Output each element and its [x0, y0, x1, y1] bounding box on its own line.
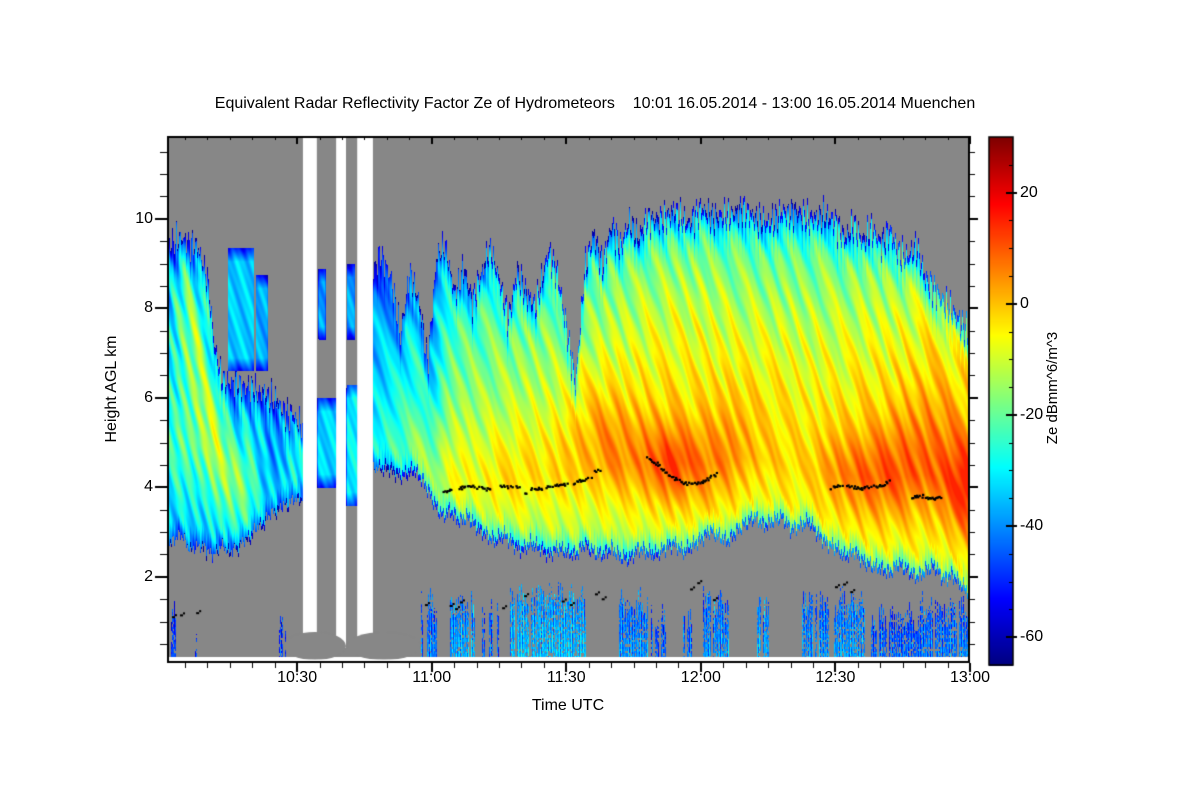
colorbar-title: Ze dBmm^6/m^3 — [1044, 331, 1061, 445]
ytick-label: 10 — [135, 209, 153, 227]
ytick-label: 4 — [144, 478, 153, 496]
cbtick-label: 0 — [1020, 294, 1029, 312]
xtick-label: 10:30 — [277, 669, 318, 686]
cbtick-label: 20 — [1020, 183, 1038, 201]
ytick-label: 8 — [144, 299, 153, 317]
ytick-label: 2 — [144, 567, 153, 585]
xtick-label: 12:00 — [680, 669, 721, 686]
xtick-label: 12:30 — [815, 669, 856, 686]
xtick-label: 11:30 — [546, 669, 586, 686]
x-axis-title: Time UTC — [531, 697, 605, 714]
chart-title: Equivalent Radar Reflectivity Factor Ze … — [214, 95, 976, 112]
xtick-label: 11:00 — [412, 669, 452, 686]
xtick-label: 13:00 — [949, 669, 991, 686]
ytick-label: 6 — [144, 388, 153, 406]
cbtick-label: -40 — [1020, 517, 1044, 535]
cbtick-label: -60 — [1020, 628, 1044, 646]
cbtick-label: -20 — [1020, 405, 1044, 423]
